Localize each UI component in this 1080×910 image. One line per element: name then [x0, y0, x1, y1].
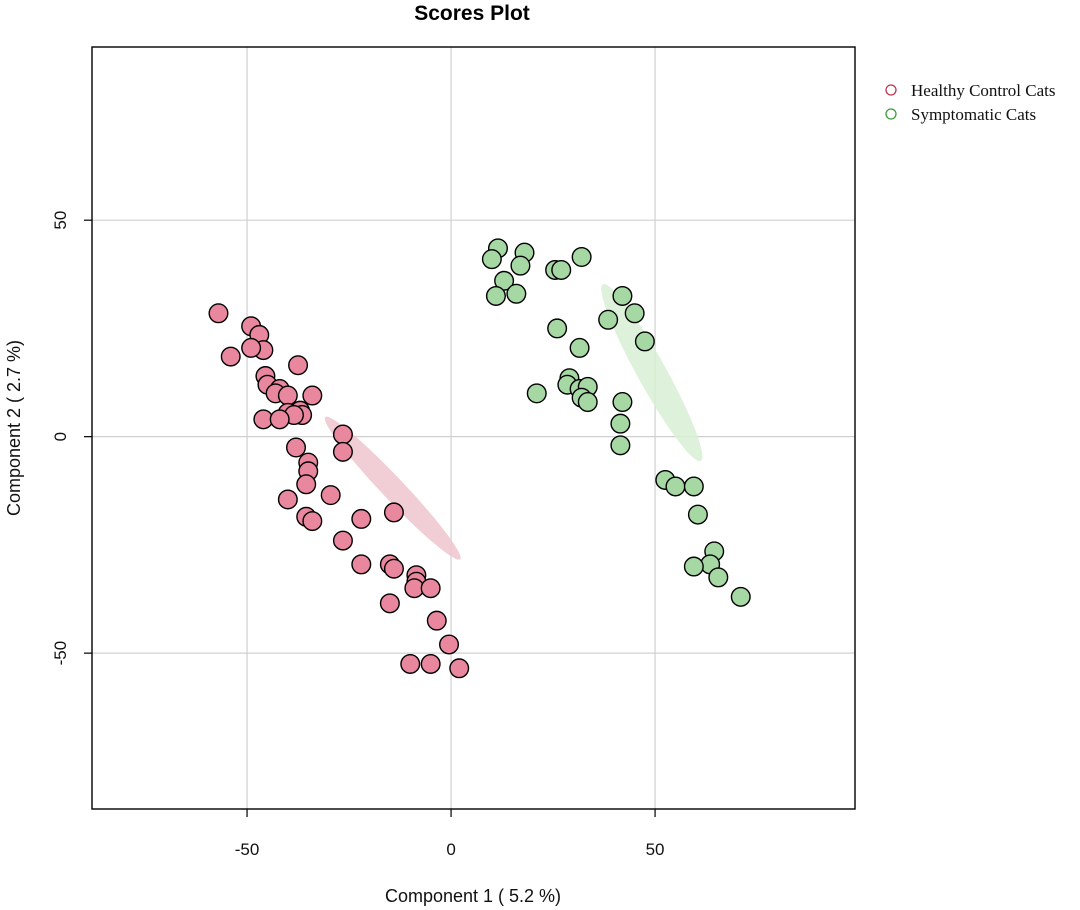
data-point-healthy-control — [400, 653, 421, 674]
chart-title: Scores Plot — [414, 2, 530, 25]
data-point-symptomatic — [526, 383, 547, 404]
data-point-healthy-control — [302, 511, 323, 532]
data-points — [208, 238, 751, 679]
x-axis-label: Component 1 ( 5.2 %) — [385, 886, 561, 906]
data-point-symptomatic — [730, 586, 751, 607]
confidence-ellipse — [601, 283, 703, 462]
data-point-healthy-control — [332, 530, 353, 551]
data-point-symptomatic — [481, 249, 502, 270]
confidence-ellipses — [324, 283, 703, 560]
data-point-symptomatic — [571, 246, 592, 267]
data-point-symptomatic — [683, 476, 704, 497]
data-point-healthy-control — [320, 485, 341, 506]
data-point-symptomatic — [612, 392, 633, 413]
legend-marker-healthy-control — [885, 84, 897, 96]
data-point-symptomatic — [683, 556, 704, 577]
data-point-symptomatic — [494, 270, 515, 291]
data-point-healthy-control — [241, 337, 262, 358]
data-point-healthy-control — [420, 578, 441, 599]
data-point-healthy-control — [277, 385, 298, 406]
data-point-healthy-control — [332, 424, 353, 445]
data-point-healthy-control — [383, 558, 404, 579]
legend: Healthy Control Cats Symptomatic Cats — [885, 81, 1055, 124]
data-point-symptomatic — [598, 309, 619, 330]
plot-frame — [91, 46, 856, 810]
data-point-symptomatic — [485, 285, 506, 306]
y-tick-label: -50 — [51, 641, 70, 666]
legend-label-healthy-control: Healthy Control Cats — [911, 81, 1055, 100]
x-tick-label: 50 — [646, 840, 665, 859]
data-point-healthy-control — [208, 303, 229, 324]
data-point-healthy-control — [439, 634, 460, 655]
x-tick-label: 0 — [446, 840, 455, 859]
data-point-healthy-control — [277, 489, 298, 510]
data-point-healthy-control — [332, 441, 353, 462]
data-point-symptomatic — [577, 392, 598, 413]
data-point-symptomatic — [547, 318, 568, 339]
data-point-symptomatic — [708, 567, 729, 588]
x-tick-label: -50 — [235, 840, 260, 859]
data-point-symptomatic — [610, 435, 631, 456]
data-point-healthy-control — [296, 474, 317, 495]
y-tick-label: 50 — [51, 211, 70, 230]
data-point-symptomatic — [551, 259, 572, 280]
data-point-symptomatic — [506, 283, 527, 304]
data-point-symptomatic — [569, 337, 590, 358]
data-point-symptomatic — [610, 413, 631, 434]
axis-ticks: -50 0 50 -50 0 50 — [51, 211, 665, 859]
y-tick-label: 0 — [51, 432, 70, 441]
data-point-symptomatic — [624, 303, 645, 324]
data-point-healthy-control — [286, 437, 307, 458]
data-point-healthy-control — [351, 508, 372, 529]
y-axis-label: Component 2 ( 2.7 %) — [4, 340, 24, 516]
legend-label-symptomatic: Symptomatic Cats — [911, 105, 1036, 124]
data-point-healthy-control — [220, 346, 241, 367]
data-point-healthy-control — [420, 653, 441, 674]
confidence-ellipse — [324, 416, 461, 560]
data-point-healthy-control — [383, 502, 404, 523]
legend-marker-symptomatic — [885, 108, 897, 120]
data-point-symptomatic — [687, 504, 708, 525]
data-point-healthy-control — [426, 610, 447, 631]
data-point-symptomatic — [510, 255, 531, 276]
data-point-healthy-control — [269, 409, 290, 430]
data-point-symptomatic — [634, 331, 655, 352]
data-point-healthy-control — [288, 355, 309, 376]
grid-lines — [92, 47, 855, 809]
data-point-healthy-control — [449, 658, 470, 679]
data-point-symptomatic — [665, 476, 686, 497]
data-point-healthy-control — [302, 385, 323, 406]
data-point-healthy-control — [379, 593, 400, 614]
data-point-symptomatic — [612, 285, 633, 306]
data-point-healthy-control — [351, 554, 372, 575]
